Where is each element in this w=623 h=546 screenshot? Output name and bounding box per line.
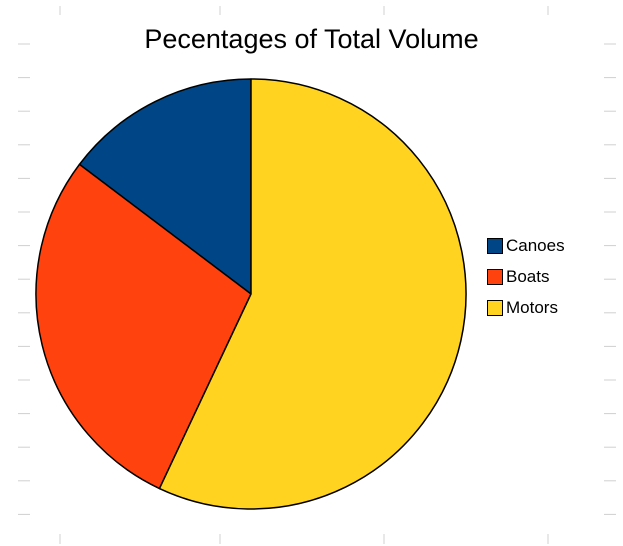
legend-label-motors: Motors <box>506 297 558 317</box>
legend-label-canoes: Canoes <box>506 235 565 255</box>
pie-slice-canoes <box>78 78 252 295</box>
legend-swatch-boats <box>487 268 503 285</box>
legend-item-canoes: Canoes <box>487 230 565 261</box>
chart-title: Pecentages of Total Volume <box>144 24 479 54</box>
pie-slice-motors <box>158 78 467 510</box>
legend-item-boats: Boats <box>487 261 565 292</box>
legend: Canoes Boats Motors <box>487 230 565 323</box>
legend-item-motors: Motors <box>487 292 565 323</box>
legend-swatch-motors <box>487 299 503 316</box>
legend-swatch-canoes <box>487 237 503 254</box>
legend-label-boats: Boats <box>506 266 550 286</box>
